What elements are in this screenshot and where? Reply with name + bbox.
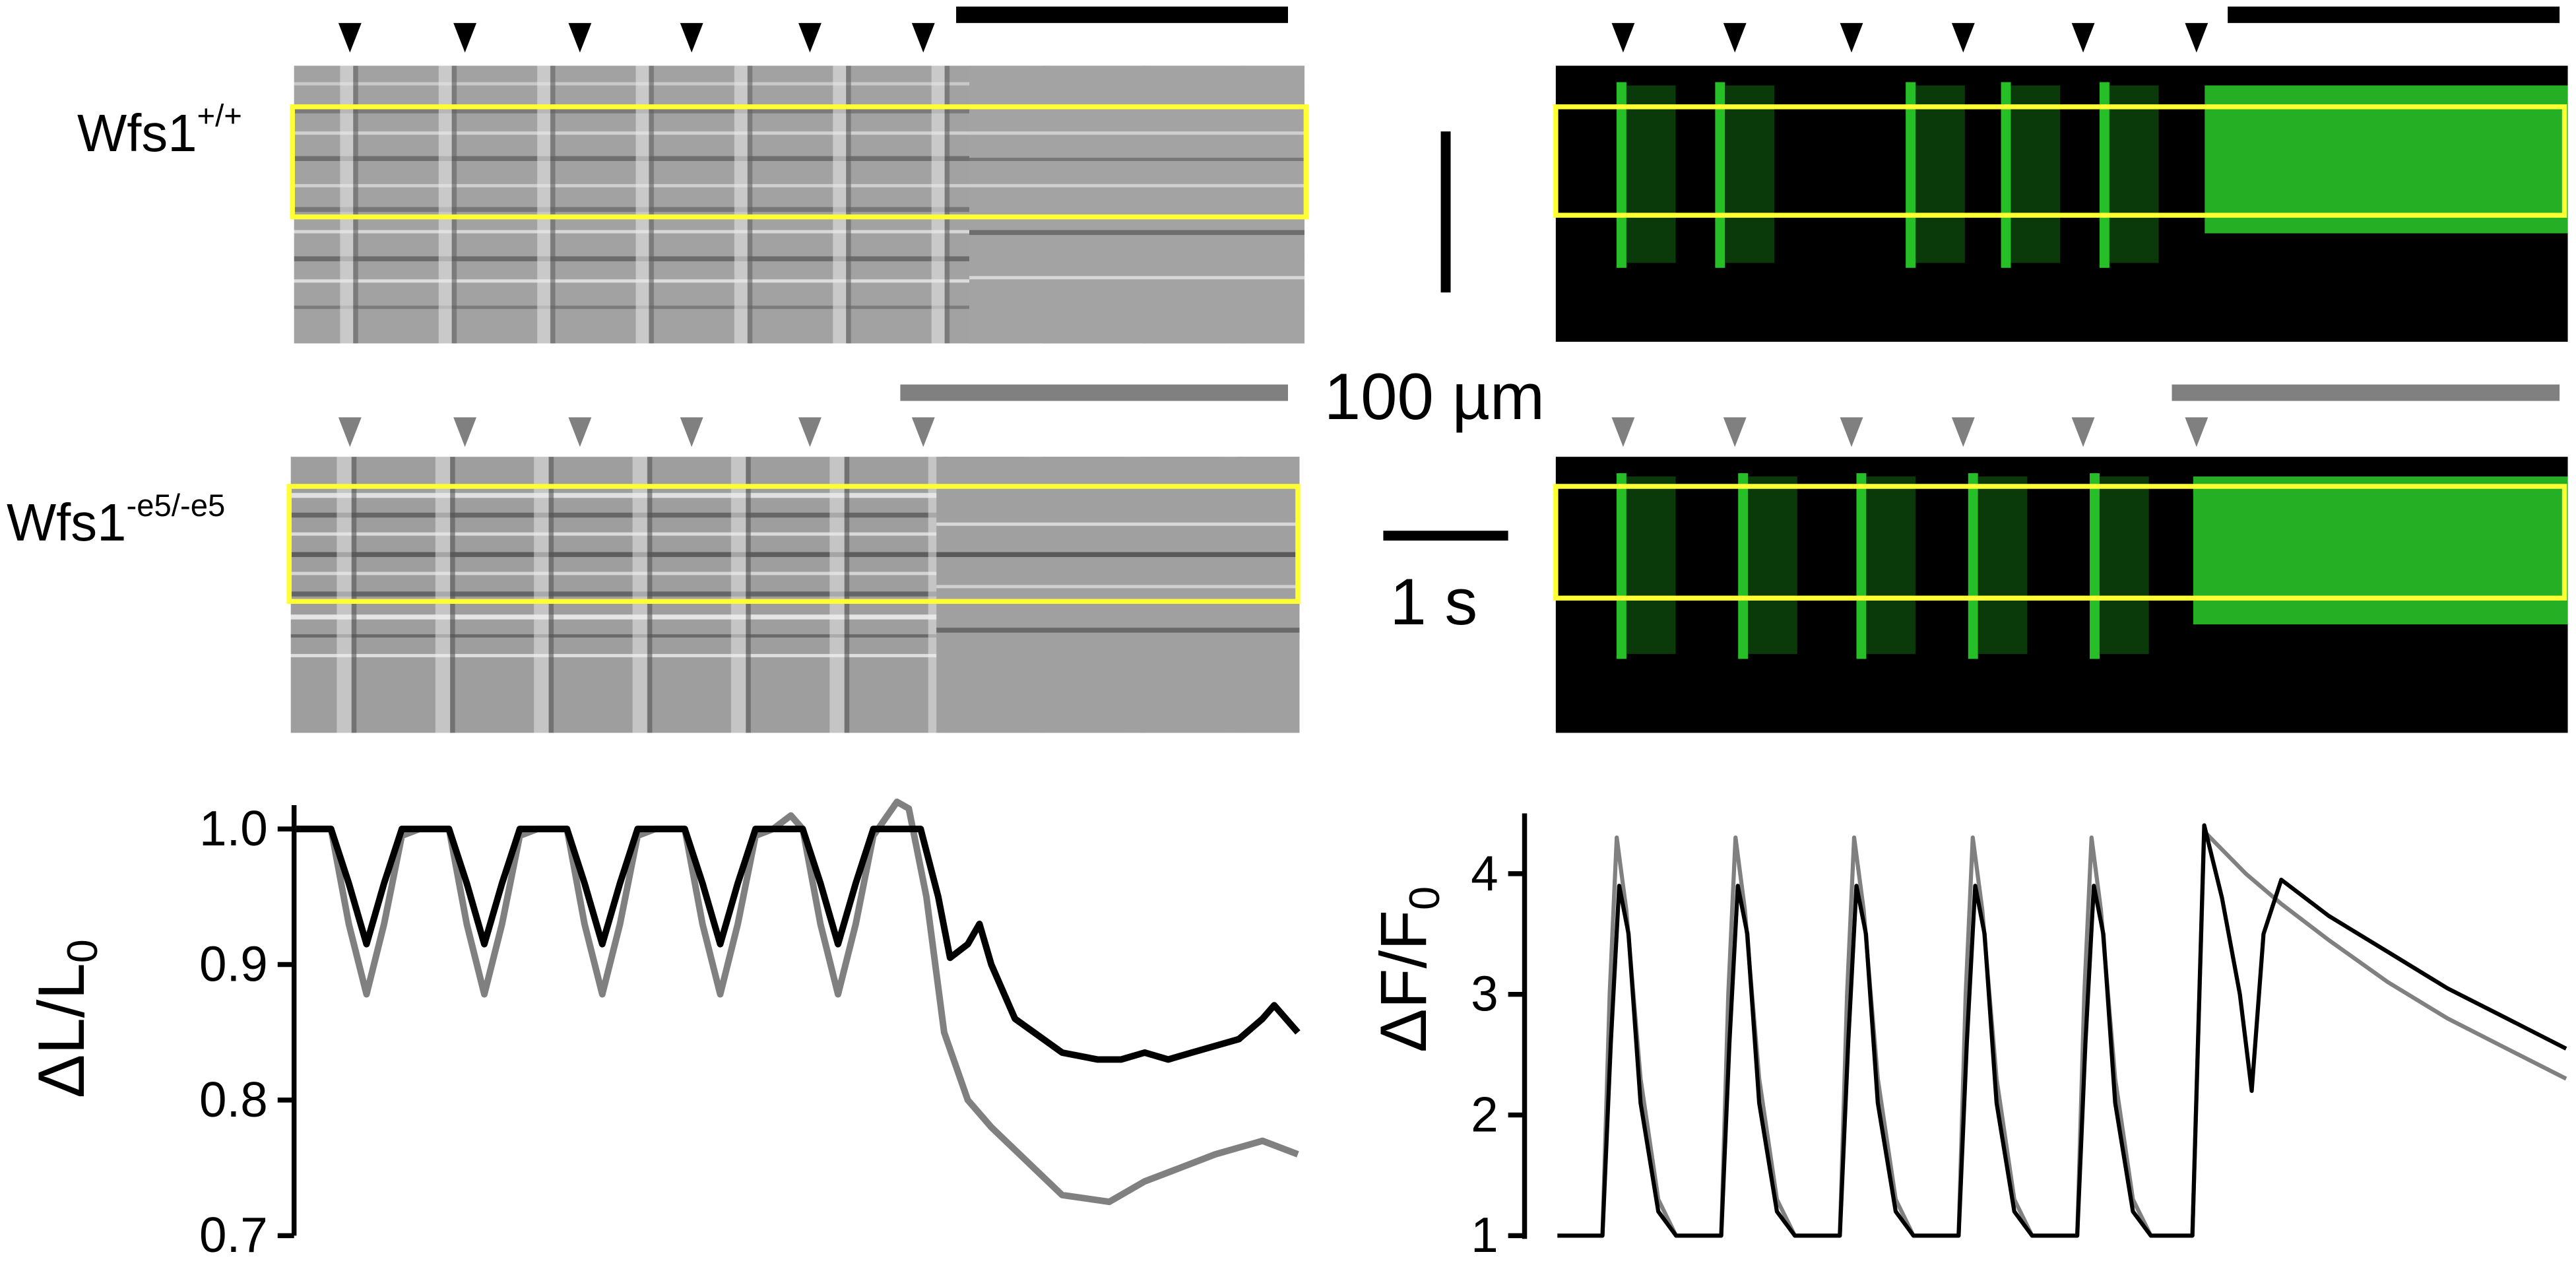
length-scale-bar	[1440, 131, 1451, 293]
fluorescence-chart-series-mut	[1557, 829, 2567, 1238]
stimulus-marker	[1951, 22, 1975, 53]
wt-fluorescence-duration-bar	[2228, 6, 2560, 23]
stimulus-marker	[568, 22, 592, 53]
wt-fluor-band	[2099, 82, 2109, 268]
length-scale-label: 100 µm	[1324, 361, 1545, 434]
length-chart-y-label-sub: 0	[58, 939, 106, 963]
mut-genotype-sup: -e5/-e5	[126, 490, 226, 525]
wt-fluorescence-kymograph	[1555, 65, 2568, 342]
fluorescence-chart-y-label-sub: 0	[1400, 886, 1448, 910]
stimulus-marker	[680, 22, 703, 53]
stimulus-marker	[1723, 22, 1747, 53]
time-scale-label: 1 s	[1390, 566, 1478, 639]
wt-fluor-band	[1715, 82, 1725, 268]
mut-fluor-band-decay	[2099, 476, 2149, 654]
length-chart-y-tick-label: 1.0	[199, 801, 268, 856]
stimulus-marker	[1611, 22, 1635, 53]
length-chart: 0.7 0.8 0.9 1.0 ΔL/L0	[25, 799, 1301, 1262]
mut-brightfield-duration-bar	[900, 384, 1289, 401]
stimulus-marker	[568, 417, 592, 447]
mut-fluor-band	[1968, 473, 1978, 659]
stimulus-marker	[1611, 417, 1635, 447]
mut-genotype-base: Wfs1	[6, 492, 127, 552]
mut-fluorescence-kymograph	[1555, 457, 2568, 733]
length-chart-y-tick-label: 0.7	[199, 1207, 268, 1262]
stimulus-marker	[798, 22, 821, 53]
stimulus-marker	[798, 417, 821, 447]
stimulus-marker	[2185, 417, 2208, 447]
mut-fluor-band-decay	[1978, 476, 2028, 654]
length-chart-y-tick-label: 0.8	[199, 1072, 268, 1127]
stimulus-marker	[453, 22, 477, 53]
mut-fluor-band-decay	[1866, 476, 1916, 654]
fluorescence-chart-y-label-main: ΔF/F	[1367, 910, 1440, 1053]
stimulus-marker	[338, 417, 362, 447]
length-chart-y-label-main: ΔL/L	[25, 963, 98, 1098]
length-chart-y-tick-label: 0.9	[199, 936, 268, 991]
wt-fluor-band-decay	[2109, 85, 2159, 263]
mut-fluorescence-duration-bar	[2172, 384, 2560, 401]
fluorescence-chart-y-tick-label: 4	[1471, 845, 1498, 901]
stimulus-marker	[453, 417, 477, 447]
mut-fluorescence-roi	[1553, 484, 2567, 601]
wt-fluorescence-roi	[1553, 104, 2567, 218]
wt-brightfield-kymograph	[294, 65, 1304, 344]
fluorescence-chart-y-tick-label: 1	[1471, 1207, 1498, 1262]
mut-fluor-band	[2090, 473, 2100, 659]
stimulus-marker	[911, 22, 935, 53]
wt-brightfield-duration-bar	[956, 6, 1289, 23]
length-chart-series-mut	[296, 799, 1299, 1206]
mut-brightfield-kymograph	[290, 457, 1300, 733]
wt-fluor-band-decay	[2011, 85, 2061, 263]
mut-fluor-band	[1616, 473, 1626, 659]
fluorescence-chart-y-tick-label: 3	[1471, 966, 1498, 1022]
wt-genotype-base: Wfs1	[77, 103, 197, 163]
stimulus-markers	[338, 22, 2208, 447]
wt-fluor-band	[2001, 82, 2011, 268]
mut-brightfield-roi	[286, 484, 1301, 605]
mut-fluor-band	[1856, 473, 1867, 659]
wt-fluor-band-decay	[1626, 85, 1676, 263]
wt-fluor-band	[1906, 82, 1916, 268]
fluorescence-chart-series-wt	[1557, 823, 2567, 1238]
mut-fluor-band-decay	[1626, 476, 1676, 654]
fluorescence-chart-y-label: ΔF/F0	[1367, 886, 1448, 1053]
wt-fluor-band-decay	[1916, 85, 1965, 263]
length-chart-series-wt	[296, 826, 1301, 1063]
fluorescence-chart-y-tick-label: 2	[1471, 1086, 1498, 1142]
stimulus-marker	[1840, 22, 1863, 53]
wt-brightfield-roi	[290, 104, 1309, 220]
wt-genotype-sup: +/+	[197, 100, 242, 136]
stimulus-marker	[1951, 417, 1975, 447]
wt-fluor-band	[1616, 82, 1626, 268]
stimulus-marker	[338, 22, 362, 53]
mut-fluor-band	[1738, 473, 1749, 659]
stimulus-marker	[1840, 417, 1863, 447]
mut-fluor-sustained	[2193, 476, 2568, 625]
stimulus-marker	[2071, 22, 2095, 53]
fluorescence-chart: 1 2 3 4 ΔF/F0	[1367, 813, 2567, 1262]
mut-genotype-label: Wfs1-e5/-e5	[6, 492, 225, 552]
stimulus-marker	[2185, 22, 2208, 53]
wt-fluor-sustained	[2205, 85, 2568, 234]
wt-genotype-label: Wfs1+/+	[77, 102, 242, 163]
stimulus-marker	[911, 417, 935, 447]
time-scale-bar	[1383, 531, 1508, 541]
length-chart-y-label: ΔL/L0	[25, 939, 106, 1098]
stimulus-marker	[1723, 417, 1747, 447]
stimulus-marker	[680, 417, 703, 447]
wt-fluor-band-decay	[1725, 85, 1774, 263]
stimulus-marker	[2071, 417, 2095, 447]
mut-fluor-band-decay	[1748, 476, 1797, 654]
